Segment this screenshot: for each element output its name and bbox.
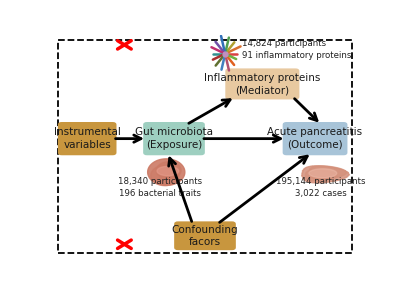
Text: Gut microbiota
(Exposure): Gut microbiota (Exposure) [135, 127, 213, 150]
Polygon shape [309, 169, 337, 178]
Text: Confounding
facors: Confounding facors [172, 224, 238, 247]
Polygon shape [305, 170, 336, 181]
Text: 14,824 participants
91 inflammatory proteins: 14,824 participants 91 inflammatory prot… [242, 39, 352, 60]
Text: Instrumental
variables: Instrumental variables [54, 127, 121, 150]
Text: 195,144 participants
3,022 cases: 195,144 participants 3,022 cases [276, 177, 366, 198]
Polygon shape [309, 166, 347, 179]
FancyBboxPatch shape [143, 122, 205, 155]
Text: Acute pancreatitis
(Outcome): Acute pancreatitis (Outcome) [268, 127, 363, 150]
FancyBboxPatch shape [58, 122, 116, 155]
FancyBboxPatch shape [225, 68, 299, 99]
FancyBboxPatch shape [174, 221, 236, 250]
Text: 18,340 participants
196 bacterial traits: 18,340 participants 196 bacterial traits [118, 177, 202, 198]
Polygon shape [148, 159, 185, 185]
FancyBboxPatch shape [283, 122, 348, 155]
Polygon shape [156, 162, 181, 179]
Polygon shape [302, 166, 349, 183]
Polygon shape [151, 165, 179, 186]
Polygon shape [157, 166, 179, 176]
Text: Inflammatory proteins
(Mediator): Inflammatory proteins (Mediator) [204, 73, 320, 95]
